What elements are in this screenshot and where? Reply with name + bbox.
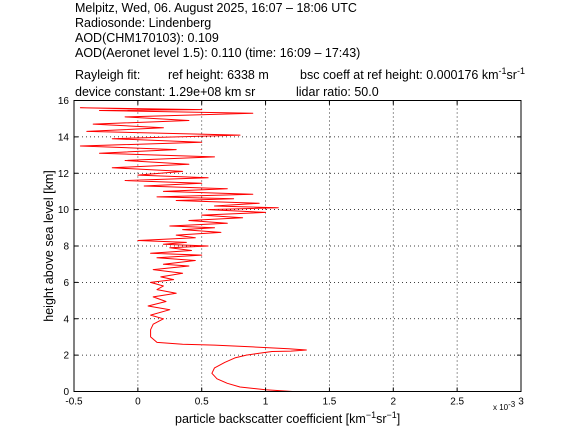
- series-layer: [79, 107, 307, 392]
- header-device-constant: device constant: 1.29e+08 km sr: [75, 85, 255, 99]
- y-tick-label: 12: [58, 169, 70, 180]
- x-tick-label: -0.5: [65, 397, 83, 408]
- y-tick-label: 10: [58, 205, 70, 216]
- x-tick-label: 0: [135, 397, 141, 408]
- backscatter-profile-line: [79, 107, 307, 392]
- x-multiplier-exp: -3: [508, 400, 516, 409]
- x-tick-label: 2.5: [450, 397, 464, 408]
- x-tick-label: 1.5: [322, 397, 336, 408]
- header-aod-chm: AOD(CHM170103): 0.109: [75, 31, 219, 45]
- header-lidar-ratio: lidar ratio: 50.0: [296, 85, 379, 99]
- header-bsc-exp1: -1: [499, 66, 507, 76]
- header-aod-aeronet: AOD(Aeronet level 1.5): 0.110 (time: 16:…: [75, 46, 360, 60]
- x-axis-label: particle backscatter coefficient [km−1sr…: [175, 410, 400, 426]
- x-multiplier-base: x 10: [493, 403, 509, 412]
- header-title: Melpitz, Wed, 06. August 2025, 16:07 – 1…: [75, 1, 357, 15]
- y-tick-label: 14: [58, 132, 70, 143]
- header-bsc-coeff-text: bsc coeff at ref height: 0.000176 km: [300, 68, 499, 82]
- y-tick-label: 0: [63, 387, 69, 398]
- y-tick-label: 8: [63, 242, 69, 253]
- y-axis-label: height above sea level [km]: [42, 170, 56, 321]
- header-bsc-exp2: -1: [517, 66, 525, 76]
- header-ref-height: ref height: 6338 m: [168, 68, 269, 82]
- y-tick-label: 2: [63, 351, 69, 362]
- x-multiplier: x 10-3: [493, 400, 516, 412]
- y-tick-label: 6: [63, 278, 69, 289]
- y-tick-label: 4: [63, 314, 69, 325]
- x-axis-label-sr: sr: [376, 412, 386, 426]
- grid: [74, 100, 521, 392]
- header-radiosonde: Radiosonde: Lindenberg: [75, 16, 211, 30]
- x-axis-label-end: ]: [397, 412, 400, 426]
- x-tick-label: 2: [391, 397, 397, 408]
- x-tick-label: 0.5: [195, 397, 209, 408]
- x-tick-label: 3: [518, 397, 524, 408]
- x-axis-label-text: particle backscatter coefficient [km: [175, 412, 366, 426]
- header-bsc-coeff: bsc coeff at ref height: 0.000176 km-1sr…: [300, 66, 525, 82]
- x-tick-label: 1: [263, 397, 269, 408]
- x-axis-label-exp1: −1: [366, 410, 376, 420]
- x-axis-label-exp2: −1: [387, 410, 397, 420]
- header-rayleigh-fit: Rayleigh fit:: [75, 68, 140, 82]
- header-bsc-sr: sr: [507, 68, 517, 82]
- y-tick-label: 16: [58, 96, 70, 107]
